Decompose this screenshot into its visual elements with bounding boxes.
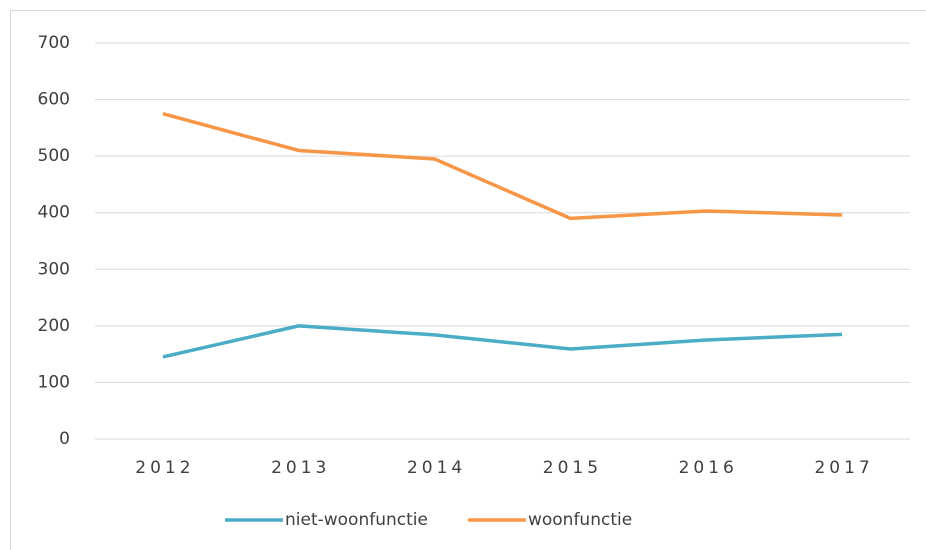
series-line	[162, 324, 843, 359]
y-tick-label: 700	[38, 33, 70, 53]
legend-label: niet-woonfunctie	[285, 510, 428, 530]
y-tick-label: 500	[38, 146, 70, 166]
x-tick-label: 2014	[407, 458, 466, 478]
legend-label: woonfunctie	[528, 510, 632, 530]
y-tick-label: 0	[59, 429, 70, 449]
x-tick-label: 2013	[271, 458, 330, 478]
x-tick-label: 2016	[679, 458, 738, 478]
y-tick-label: 400	[38, 203, 70, 223]
x-tick-label: 2012	[135, 458, 194, 478]
y-tick-label: 600	[38, 90, 70, 110]
y-tick-label: 300	[38, 259, 70, 279]
y-tick-label: 200	[38, 316, 70, 336]
y-tick-label: 100	[38, 372, 70, 392]
chart-frame	[10, 10, 926, 550]
series-line	[162, 112, 843, 221]
x-tick-label: 2015	[543, 458, 602, 478]
x-tick-label: 2017	[814, 458, 873, 478]
